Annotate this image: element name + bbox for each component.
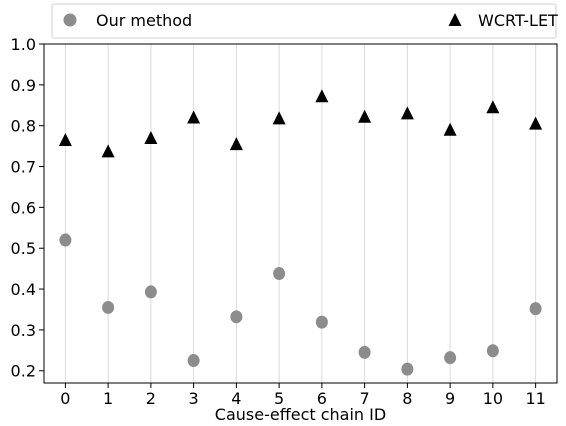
x-axis: 0 1 2 3 4 5 6 7 8 9 10 11 [60, 383, 546, 408]
legend: Our method WCRT-LET [51, 3, 558, 39]
x-tick-label: 2 [146, 389, 156, 408]
y-tick-label: 1.0 [11, 35, 36, 54]
grid [64, 44, 537, 383]
x-tick-label: 10 [483, 389, 503, 408]
point-wcrt-let-9 [443, 122, 457, 136]
y-tick-label: 0.8 [11, 117, 36, 136]
y-tick-label: 0.6 [11, 198, 36, 217]
point-our-method-10 [486, 344, 499, 358]
y-tick-label: 0.9 [11, 76, 36, 95]
x-tick-label: 6 [317, 389, 327, 408]
point-wcrt-let-8 [400, 106, 414, 120]
x-tick-label: 1 [103, 389, 113, 408]
point-our-method-5 [273, 267, 286, 281]
x-tick-label: 11 [525, 389, 545, 408]
point-our-method-3 [187, 354, 200, 368]
point-our-method-9 [444, 351, 457, 365]
point-our-method-8 [401, 362, 414, 376]
x-tick-label: 4 [231, 389, 241, 408]
legend-marker-our-method [63, 13, 77, 27]
point-wcrt-let-7 [358, 109, 372, 123]
point-wcrt-let-0 [58, 132, 72, 146]
x-tick-label: 8 [402, 389, 412, 408]
y-tick-label: 0.3 [11, 321, 36, 340]
point-wcrt-let-11 [529, 116, 543, 130]
legend-box [51, 3, 557, 39]
y-tick-label: 0.7 [11, 158, 36, 177]
point-our-method-0 [59, 233, 72, 247]
x-tick-label: 0 [60, 389, 70, 408]
point-wcrt-let-10 [486, 100, 500, 114]
point-our-method-2 [144, 285, 157, 299]
point-our-method-6 [315, 315, 328, 329]
point-wcrt-let-6 [315, 89, 329, 103]
point-wcrt-let-5 [272, 111, 286, 125]
point-wcrt-let-1 [101, 144, 115, 158]
y-tick-label: 0.4 [11, 280, 36, 299]
plot-marks [58, 89, 543, 376]
x-tick-label: 3 [189, 389, 199, 408]
point-wcrt-let-4 [229, 137, 243, 151]
point-our-method-11 [529, 302, 542, 316]
point-our-method-4 [230, 310, 243, 324]
point-wcrt-let-2 [144, 130, 158, 144]
point-our-method-7 [358, 345, 371, 359]
point-our-method-1 [102, 300, 115, 314]
x-axis-label: Cause-effect chain ID [215, 405, 386, 424]
x-tick-label: 7 [360, 389, 370, 408]
x-tick-label: 9 [445, 389, 455, 408]
legend-label-our-method: Our method [96, 11, 192, 30]
y-tick-label: 0.2 [11, 362, 36, 381]
plot-frame [43, 43, 558, 384]
point-wcrt-let-3 [187, 110, 201, 124]
legend-label-wcrt-let: WCRT-LET [478, 11, 558, 30]
x-tick-label: 5 [274, 389, 284, 408]
y-tick-label: 0.5 [11, 239, 36, 258]
y-axis: 0.2 0.3 0.4 0.5 0.6 0.7 0.8 0.9 1.0 [11, 35, 44, 381]
legend-marker-wcrt-let [448, 13, 462, 26]
